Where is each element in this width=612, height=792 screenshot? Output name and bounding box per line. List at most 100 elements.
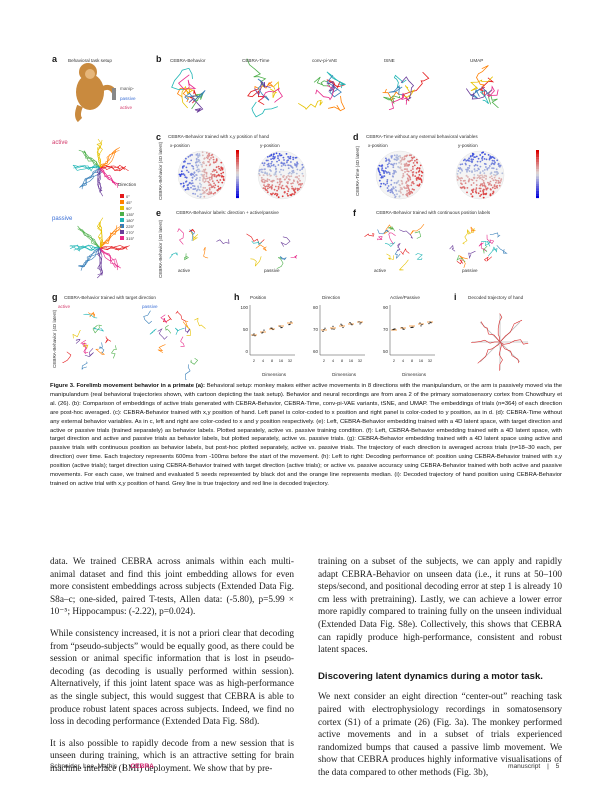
- sphere-point: [263, 164, 265, 167]
- seed-dot: [331, 328, 333, 330]
- sphere-point: [405, 180, 408, 183]
- sphere-point: [403, 168, 406, 171]
- sphere-point: [401, 156, 404, 159]
- sphere-point: [491, 192, 494, 195]
- sphere-point: [291, 193, 294, 195]
- seed-dot: [394, 328, 396, 330]
- sphere-point: [268, 155, 271, 158]
- sphere-point: [486, 187, 489, 190]
- sphere-point: [199, 186, 202, 188]
- sphere-point: [278, 153, 281, 155]
- sphere-point: [283, 187, 285, 190]
- seed-dot: [358, 321, 360, 323]
- sphere-point: [298, 188, 300, 190]
- sphere-point: [289, 194, 292, 196]
- left-column: data. We trained CEBRA across animals wi…: [50, 556, 294, 785]
- embedding-trajectory: [476, 65, 489, 89]
- colorbar-segment: [236, 154, 239, 158]
- sphere-point: [288, 175, 291, 178]
- sphere-point: [196, 166, 199, 168]
- trajectory-line: [99, 167, 119, 188]
- sphere-point: [468, 164, 471, 167]
- cluster-trajectory: [81, 361, 88, 370]
- sphere-point: [472, 188, 474, 191]
- seed-dot: [392, 329, 394, 331]
- sphere-point: [272, 192, 274, 195]
- trajectory-line: [99, 150, 120, 169]
- sphere-point: [415, 179, 418, 181]
- colorbar-segment: [236, 157, 239, 160]
- sphere-point: [202, 189, 204, 192]
- sphere-point: [412, 182, 415, 185]
- x-tick-label: 2: [323, 358, 326, 363]
- sphere-point: [479, 165, 482, 168]
- sphere-point: [301, 166, 304, 169]
- sphere-point: [195, 161, 198, 163]
- trajectory-line: [99, 225, 123, 249]
- sphere-point: [191, 164, 193, 167]
- sphere-point: [388, 173, 391, 175]
- sphere-point: [209, 176, 211, 179]
- sphere-point: [266, 172, 268, 175]
- sphere-point: [457, 170, 460, 172]
- sphere-point: [195, 169, 198, 172]
- sphere-point: [218, 174, 221, 177]
- cluster-trajectory: [250, 256, 262, 267]
- sphere-point: [296, 168, 299, 171]
- sphere-point: [398, 190, 400, 193]
- sphere-point: [414, 159, 416, 162]
- sphere-point: [190, 182, 193, 185]
- sphere-point: [416, 176, 418, 179]
- panel-label-d: d: [353, 132, 359, 142]
- sphere-point: [196, 177, 198, 179]
- caption-head: Figure 3. Forelimb movement behavior in …: [50, 383, 205, 389]
- cluster-trajectory: [165, 324, 172, 334]
- sphere-point: [220, 167, 223, 170]
- embedding-trajectory: [269, 81, 279, 98]
- b-title-4: tSNE: [384, 58, 395, 63]
- trajectory-line: [99, 167, 117, 186]
- sphere-point: [269, 169, 271, 171]
- sphere-point: [381, 176, 384, 179]
- cluster-trajectory: [72, 330, 81, 339]
- y-tick-label: 50: [243, 327, 249, 332]
- sphere-outline: [257, 150, 307, 200]
- sphere-point: [401, 188, 403, 191]
- seed-dot: [279, 325, 281, 327]
- sphere-point: [264, 179, 267, 182]
- sphere-point: [482, 189, 484, 192]
- cluster-trajectory: [184, 324, 191, 336]
- sphere-point: [406, 164, 409, 166]
- sphere-point: [262, 178, 265, 181]
- sphere-point: [258, 174, 261, 177]
- sphere-point: [296, 161, 298, 164]
- sphere-point: [280, 168, 282, 171]
- sphere-point: [492, 179, 495, 182]
- sphere-point: [388, 162, 390, 165]
- cluster-trajectory: [415, 253, 423, 260]
- sphere-point: [393, 182, 396, 184]
- embedding-trajectory: [388, 85, 405, 96]
- sphere-point: [472, 158, 474, 161]
- sphere-point: [267, 165, 269, 168]
- sphere-point: [262, 174, 265, 176]
- sphere-point: [276, 181, 279, 184]
- sphere-point: [266, 163, 269, 166]
- colorbar-segment: [536, 152, 539, 155]
- trajectory-line: [99, 151, 117, 169]
- sphere-point: [192, 185, 194, 187]
- colorbar-segment: [236, 166, 239, 170]
- sphere-point: [281, 195, 284, 198]
- sphere-point: [276, 194, 278, 197]
- sphere-point: [460, 182, 462, 185]
- direction-legend-title: Direction: [118, 182, 137, 187]
- colorbar-segment: [236, 159, 239, 163]
- sphere-point: [378, 164, 381, 167]
- sphere-point: [208, 187, 211, 190]
- sphere-point: [378, 170, 380, 173]
- sphere-point: [494, 161, 496, 164]
- sphere-point: [189, 173, 192, 176]
- sphere-point: [193, 175, 196, 177]
- panel-i-decoded-trajectory: [470, 313, 529, 371]
- legend-swatch: [120, 230, 124, 234]
